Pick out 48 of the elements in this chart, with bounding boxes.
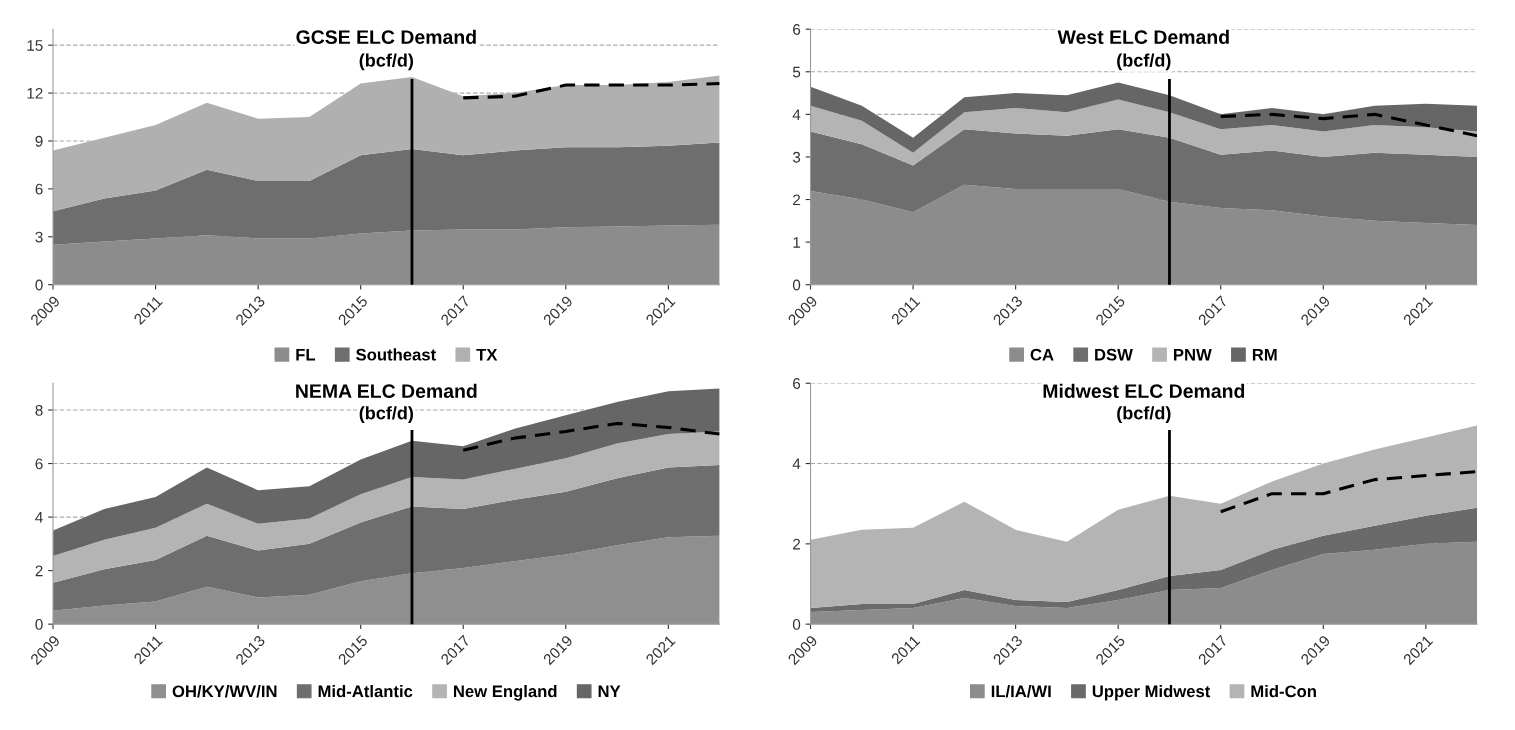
chart-title: West ELC Demand — [1057, 29, 1229, 44]
y-tick-label: 4 — [792, 458, 801, 470]
legend-label: Mid-Atlantic — [318, 685, 413, 698]
line-series — [1219, 112, 1478, 138]
text: (bcf/d) — [1117, 53, 1171, 71]
y-tick-label: 0 — [792, 619, 801, 630]
y-tick-label: 0 — [35, 279, 43, 291]
legend-label: Southeast — [356, 348, 436, 361]
y-tick-label: 0 — [35, 619, 43, 630]
line-series — [461, 81, 720, 100]
line-series — [461, 421, 720, 452]
legend-label: DSW — [1095, 348, 1133, 361]
text: (bcf/d) — [1117, 406, 1171, 423]
y-tick-label: 6 — [793, 378, 801, 389]
legend-label: OH/KY/WV/IN — [172, 685, 277, 698]
y-tick-label: 6 — [35, 458, 43, 470]
y-tick-label: 2 — [793, 538, 801, 550]
y-tick-label: 1 — [793, 237, 801, 248]
y-tick-label: 15 — [27, 40, 43, 51]
legend-label: Upper Midwest — [1092, 685, 1211, 701]
chart-title: NEMA ELC Demand — [296, 383, 477, 399]
legend-label: IL/IA/WI — [991, 685, 1051, 698]
text: (bcf/d) — [359, 53, 414, 71]
y-tick-label: 4 — [35, 512, 43, 523]
y-tick-label: 2 — [793, 194, 801, 206]
y-tick-label: 6 — [35, 183, 43, 195]
chart-title: Midwest ELC Demand — [1043, 383, 1245, 399]
legend-label: TX — [476, 348, 498, 361]
legend-label: FL — [296, 348, 316, 361]
legend-label: NY — [598, 685, 621, 698]
y-tick-label: 3 — [35, 231, 43, 243]
y-tick-label: 2 — [35, 565, 43, 577]
y-tick-label: 4 — [792, 109, 801, 120]
legend-label: RM — [1252, 348, 1277, 361]
y-tick-label: 3 — [792, 151, 801, 163]
chart-title: GCSE ELC Demand — [296, 29, 476, 44]
line-series — [1219, 470, 1478, 514]
y-tick-label: 5 — [792, 66, 801, 78]
legend-label: New England — [454, 685, 557, 701]
y-tick-label: 9 — [35, 135, 43, 147]
y-tick-label: 6 — [793, 24, 801, 35]
y-tick-label: 12 — [27, 87, 43, 99]
y-tick-label: 0 — [792, 279, 801, 291]
y-tick-label: 8 — [35, 404, 43, 416]
legend-label: Mid-Con — [1251, 685, 1316, 698]
legend-label: CA — [1030, 348, 1054, 361]
legend-label: PNW — [1174, 348, 1212, 361]
text: (bcf/d) — [359, 406, 414, 423]
